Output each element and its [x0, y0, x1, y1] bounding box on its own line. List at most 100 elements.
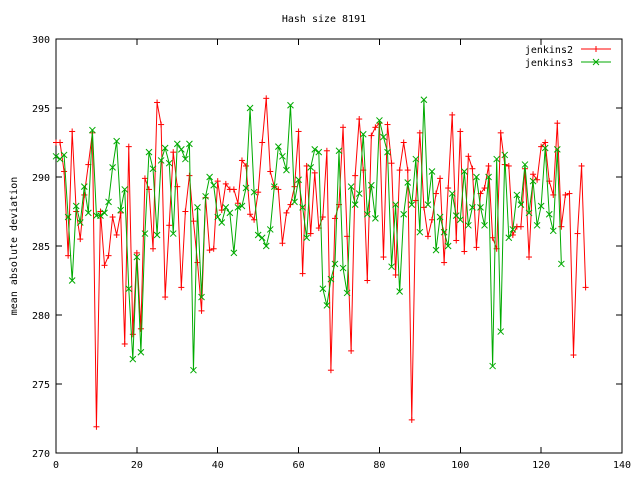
data-point-jenkins3: [218, 219, 226, 226]
data-point-jenkins3: [355, 190, 363, 197]
data-point-jenkins2: [574, 230, 581, 237]
y-tick-label: 275: [32, 380, 50, 391]
data-point-jenkins2: [578, 162, 585, 169]
data-point-jenkins3: [501, 151, 509, 159]
data-point-jenkins3: [533, 221, 541, 229]
data-point-jenkins2: [400, 139, 407, 146]
data-point-jenkins3: [505, 234, 513, 242]
data-point-jenkins2: [154, 99, 161, 106]
y-tick-label: 300: [32, 35, 50, 46]
data-point-jenkins3: [380, 133, 387, 141]
data-point-jenkins3: [311, 146, 319, 153]
data-point-jenkins2: [222, 180, 229, 187]
data-point-jenkins2: [263, 95, 270, 102]
data-point-jenkins3: [299, 204, 306, 211]
data-point-jenkins3: [105, 198, 112, 206]
data-point-jenkins3: [109, 163, 116, 171]
data-point-jenkins2: [453, 237, 460, 244]
y-axis-label: mean absolute deviation: [9, 177, 20, 315]
data-point-jenkins3: [396, 288, 403, 295]
data-point-jenkins2: [327, 367, 334, 374]
data-point-jenkins3: [469, 204, 476, 211]
data-point-jenkins3: [477, 204, 484, 211]
data-point-jenkins3: [141, 230, 149, 237]
data-point-jenkins3: [254, 231, 262, 239]
x-tick-label: 40: [212, 460, 224, 471]
data-point-jenkins3: [517, 201, 525, 208]
data-point-jenkins3: [392, 201, 399, 208]
x-tick-label: 140: [613, 460, 631, 471]
data-point-jenkins2: [441, 259, 448, 266]
data-point-jenkins3: [473, 173, 480, 181]
data-point-jenkins2: [77, 236, 84, 243]
data-point-jenkins2: [582, 284, 589, 291]
data-point-jenkins3: [513, 191, 521, 199]
data-point-jenkins2: [356, 116, 363, 123]
data-point-jenkins3: [456, 216, 464, 224]
data-point-jenkins3: [198, 293, 205, 301]
data-point-jenkins2: [509, 231, 516, 238]
data-point-jenkins2: [218, 207, 225, 214]
data-point-jenkins3: [537, 202, 545, 210]
x-tick-label: 60: [293, 460, 305, 471]
series-line-jenkins2: [56, 98, 587, 427]
data-point-jenkins3: [424, 201, 432, 208]
data-point-jenkins3: [404, 179, 412, 186]
data-point-jenkins3: [177, 146, 185, 153]
data-point-jenkins3: [161, 144, 169, 152]
data-point-jenkins3: [440, 228, 448, 236]
data-point-jenkins2: [133, 249, 140, 256]
data-point-jenkins2: [311, 169, 318, 176]
data-point-jenkins3: [481, 221, 488, 229]
data-point-jenkins2: [198, 307, 205, 314]
data-point-jenkins2: [364, 277, 371, 284]
data-point-jenkins2: [267, 168, 274, 175]
data-point-jenkins3: [68, 277, 76, 284]
data-point-jenkins3: [60, 151, 68, 159]
data-point-jenkins2: [554, 120, 561, 127]
data-point-jenkins2: [489, 234, 496, 241]
data-point-jenkins2: [137, 325, 144, 332]
data-point-jenkins3: [153, 231, 161, 239]
data-point-jenkins2: [214, 178, 221, 185]
data-point-jenkins3: [206, 173, 213, 181]
data-point-jenkins2: [570, 352, 577, 359]
data-point-jenkins2: [190, 218, 197, 225]
data-point-jenkins3: [448, 190, 456, 197]
data-point-jenkins3: [359, 130, 367, 138]
series-jenkins2: [53, 95, 589, 430]
data-point-jenkins2: [150, 245, 157, 252]
data-point-jenkins2: [340, 124, 347, 131]
legend-marker-jenkins3: [592, 58, 600, 66]
data-point-jenkins2: [348, 347, 355, 354]
data-point-jenkins2: [295, 128, 302, 135]
data-point-jenkins2: [469, 165, 476, 172]
data-point-jenkins2: [526, 254, 533, 261]
data-point-jenkins3: [125, 285, 133, 293]
data-point-jenkins3: [84, 209, 92, 217]
data-point-jenkins3: [190, 366, 197, 374]
data-point-jenkins3: [525, 209, 533, 217]
data-point-jenkins2: [420, 204, 427, 211]
data-point-jenkins2: [247, 211, 254, 218]
data-point-jenkins3: [509, 226, 517, 233]
data-point-jenkins2: [186, 172, 193, 179]
legend-label-jenkins2: jenkins2: [525, 45, 573, 56]
data-point-jenkins2: [481, 185, 488, 192]
data-point-jenkins2: [461, 248, 468, 255]
data-point-jenkins3: [129, 355, 137, 363]
data-point-jenkins2: [396, 167, 403, 174]
data-point-jenkins2: [485, 162, 492, 169]
x-tick-label: 0: [53, 460, 59, 471]
data-point-jenkins3: [460, 168, 468, 175]
data-point-jenkins3: [291, 198, 298, 206]
data-point-jenkins3: [489, 362, 496, 370]
data-point-jenkins3: [133, 253, 141, 261]
data-point-jenkins3: [64, 213, 72, 221]
data-point-jenkins2: [449, 111, 456, 118]
x-tick-label: 100: [451, 460, 469, 471]
series-layer: [52, 95, 589, 430]
data-point-jenkins2: [352, 172, 359, 179]
data-point-jenkins3: [72, 202, 80, 210]
data-point-jenkins2: [243, 162, 250, 169]
